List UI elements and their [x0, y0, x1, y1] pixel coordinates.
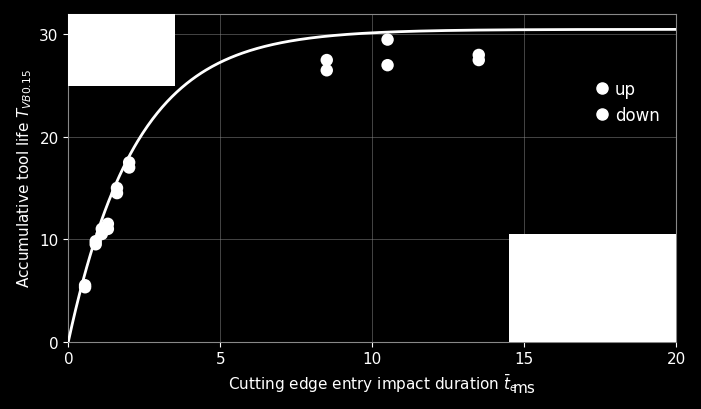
- Legend: up, down: up, down: [590, 72, 668, 133]
- Point: [321, 58, 332, 64]
- Point: [382, 37, 393, 44]
- X-axis label: Cutting edge entry impact duration $\bar{t}_e$: Cutting edge entry impact duration $\bar…: [228, 372, 517, 394]
- Bar: [69, 15, 175, 86]
- Point: [123, 160, 135, 166]
- Point: [382, 63, 393, 69]
- Point: [79, 282, 90, 289]
- Point: [90, 238, 102, 245]
- Point: [111, 190, 123, 197]
- Point: [111, 185, 123, 192]
- Point: [79, 284, 90, 291]
- Point: [90, 241, 102, 248]
- Point: [473, 52, 484, 59]
- Bar: [509, 234, 676, 342]
- Point: [96, 226, 107, 233]
- Point: [96, 231, 107, 238]
- Point: [321, 68, 332, 74]
- Point: [123, 165, 135, 171]
- Text: ms: ms: [513, 380, 536, 396]
- Point: [102, 226, 114, 233]
- Point: [102, 221, 114, 227]
- Y-axis label: Accumulative tool life $T_{VB0.15}$: Accumulative tool life $T_{VB0.15}$: [15, 69, 34, 288]
- Point: [473, 58, 484, 64]
